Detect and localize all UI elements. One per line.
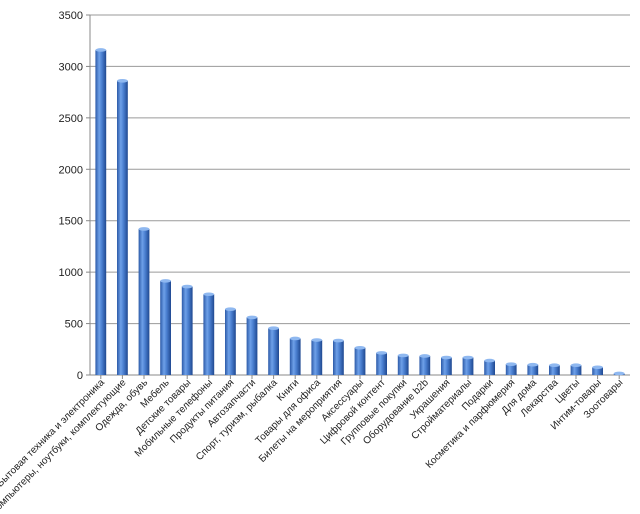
bar-cap-13 — [354, 345, 366, 350]
y-tick-label: 3000 — [59, 61, 83, 73]
bar-cap-16 — [419, 354, 431, 358]
bar-18 — [462, 357, 474, 375]
bar-4 — [160, 280, 171, 375]
y-tick-label: 1000 — [59, 267, 83, 279]
y-tick-label: 0 — [77, 370, 83, 382]
bar-cap-20 — [505, 362, 517, 367]
bar-20 — [505, 364, 517, 375]
bar-17 — [441, 357, 452, 375]
bar-cap-4 — [160, 279, 172, 283]
bar-3 — [138, 228, 150, 375]
bar-cap-8 — [246, 315, 258, 320]
bar-cap-5 — [181, 284, 193, 289]
bar-1 — [95, 49, 107, 375]
bar-cap-14 — [376, 351, 387, 355]
y-tick-labels: 0 500 1000 1500 2000 2500 3000 3500 — [59, 10, 83, 382]
bar-cap-3 — [138, 227, 150, 231]
bar-cap-6 — [203, 292, 215, 297]
bar-5 — [181, 286, 193, 375]
bar-cap-18 — [462, 355, 474, 360]
bar-cap-17 — [441, 355, 452, 360]
bars — [95, 48, 625, 376]
bar-16 — [419, 355, 431, 375]
bar-19 — [484, 360, 495, 375]
x-tick-labels: Бытовая техника и электроникаКомпьютеры,… — [0, 376, 625, 514]
bar-9 — [268, 328, 279, 375]
bar-8 — [246, 317, 258, 375]
bar-10 — [289, 338, 301, 375]
bar-cap-10 — [289, 336, 301, 341]
bar-cap-19 — [484, 358, 495, 363]
bar-13 — [354, 347, 366, 375]
gridlines — [90, 14, 630, 325]
bar-14 — [376, 352, 387, 375]
bar-cap-7 — [225, 307, 236, 311]
bar-6 — [203, 294, 215, 375]
x-tick-label: Компьютеры, ноутбуки, комплектующие — [0, 376, 129, 509]
x-tick-label: Бытовая техника и электроника — [0, 377, 107, 490]
bar-cap-23 — [570, 363, 582, 368]
bar-cap-15 — [397, 353, 409, 358]
bar-cap-24 — [592, 365, 603, 370]
bar-11 — [311, 340, 323, 375]
bar-cap-12 — [333, 338, 344, 343]
bar-cap-21 — [527, 362, 539, 367]
bar-21 — [527, 364, 539, 375]
y-tick-label: 2500 — [59, 113, 83, 125]
bar-22 — [549, 365, 560, 375]
bar-2 — [117, 80, 128, 375]
bar-7 — [225, 309, 236, 375]
bar-cap-11 — [311, 338, 323, 342]
y-tick-label: 500 — [65, 319, 83, 331]
y-tick-label: 1500 — [59, 216, 83, 228]
bar-cap-2 — [117, 79, 128, 83]
y-tick-label: 3500 — [59, 10, 83, 22]
bar-24 — [592, 367, 603, 375]
bar-23 — [570, 365, 582, 375]
bar-15 — [397, 355, 409, 375]
bar-cap-22 — [549, 363, 560, 368]
y-tick-label: 2000 — [59, 164, 83, 176]
bar-cap-9 — [268, 326, 279, 331]
bar-cap-25 — [613, 371, 625, 376]
bar-cap-1 — [95, 48, 107, 52]
bar-12 — [333, 340, 344, 375]
